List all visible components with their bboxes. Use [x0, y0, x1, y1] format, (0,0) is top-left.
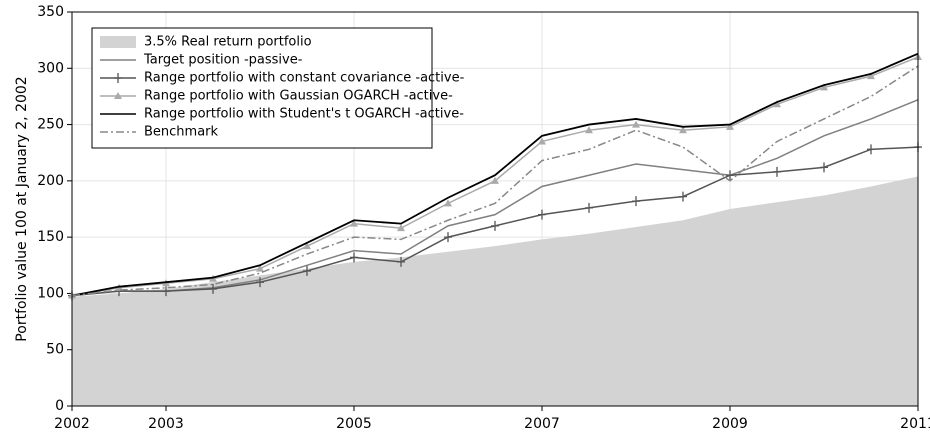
y-axis-label: Portfolio value 100 at January 2, 2002: [14, 76, 30, 341]
x-tick-label: 2007: [524, 416, 560, 432]
marker: [679, 126, 687, 134]
line: [71, 65, 919, 297]
marker: [679, 191, 687, 202]
marker: [867, 72, 875, 80]
x-tick-label: 2005: [336, 416, 372, 432]
marker: [773, 166, 781, 177]
marker: [350, 252, 358, 263]
y-tick-label: 0: [55, 398, 64, 414]
x-tick-label: 2002: [54, 416, 90, 432]
marker: [209, 283, 217, 294]
legend-label: Target position -passive-: [143, 53, 303, 68]
legend-label: Benchmark: [144, 125, 219, 140]
x-tick-label: 2009: [712, 416, 748, 432]
marker: [303, 242, 311, 250]
legend-label: 3.5% Real return portfolio: [144, 35, 312, 50]
line: [71, 52, 919, 297]
marker: [867, 144, 875, 155]
y-tick-label: 100: [37, 285, 64, 301]
marker: [256, 264, 264, 272]
marker: [491, 220, 499, 231]
marker: [397, 256, 405, 267]
x-tick-label: 2003: [148, 416, 184, 432]
plot-frame: [71, 11, 919, 407]
marker: [585, 202, 593, 213]
marker: [820, 162, 828, 173]
marker: [162, 286, 170, 297]
area: [72, 176, 918, 406]
marker: [632, 120, 640, 128]
y-tick-label: 350: [37, 4, 64, 20]
y-tick-label: 300: [37, 60, 64, 76]
y-tick-label: 250: [37, 117, 64, 133]
y-tick-label: 50: [46, 342, 64, 358]
marker: [303, 265, 311, 276]
legend-swatch: [100, 36, 136, 48]
marker: [538, 137, 546, 145]
marker: [397, 224, 405, 232]
marker: [773, 100, 781, 108]
legend-label: Range portfolio with Student's t OGARCH …: [144, 107, 464, 122]
legend-box: [91, 27, 433, 149]
marker: [538, 209, 546, 220]
legend-marker: [114, 92, 122, 99]
y-tick-label: 150: [37, 229, 64, 245]
legend-marker: [114, 73, 122, 83]
legend-label: Range portfolio with constant covariance…: [144, 71, 465, 86]
marker: [726, 170, 734, 181]
marker: [726, 122, 734, 130]
x-tick-label: 2011: [900, 416, 930, 432]
marker: [632, 196, 640, 207]
marker: [256, 277, 264, 288]
y-tick-label: 200: [37, 173, 64, 189]
marker: [491, 176, 499, 184]
marker: [350, 219, 358, 227]
legend-label: Range portfolio with Gaussian OGARCH -ac…: [144, 89, 453, 104]
marker: [444, 232, 452, 243]
marker: [820, 83, 828, 91]
marker: [585, 126, 593, 134]
marker: [444, 199, 452, 207]
